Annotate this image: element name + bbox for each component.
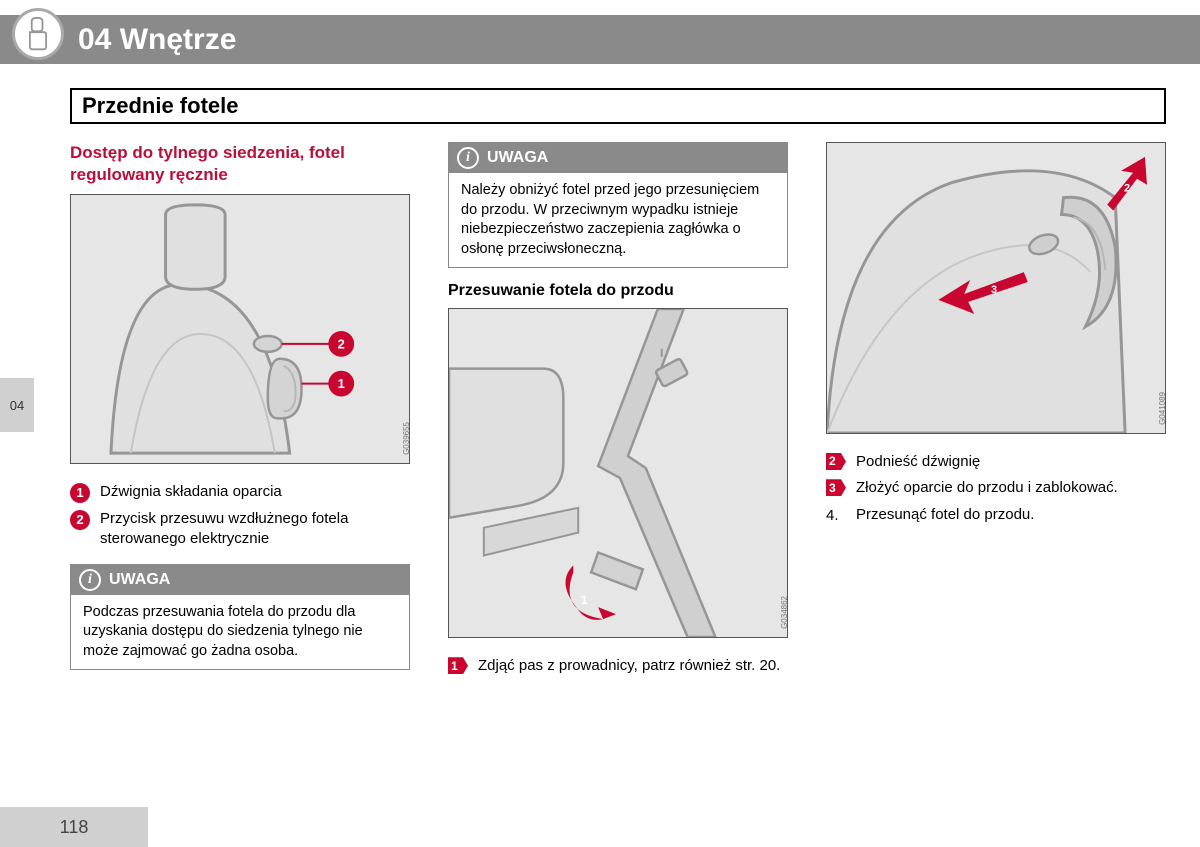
column-1: Dostęp do tylnego siedzenia, fotel regul… — [70, 142, 410, 691]
list-text: Zdjąć pas z prowadnicy, patrz również st… — [478, 656, 780, 676]
list-item: 1 Dźwignia składania oparcia — [70, 482, 410, 503]
list-item: 3 Złożyć oparcie do przodu i zablokować. — [826, 478, 1166, 498]
info-icon: i — [457, 147, 479, 169]
bullet-arrow-1: 1 — [448, 657, 468, 674]
list-text: Dźwignia składania oparcia — [100, 482, 282, 502]
col1-heading: Dostęp do tylnego siedzenia, fotel regul… — [70, 142, 410, 186]
col2-note: i UWAGA Należy obniżyć fotel przed jego … — [448, 142, 788, 268]
chapter-seat-icon — [12, 8, 64, 60]
bullet-2: 2 — [70, 510, 90, 530]
svg-text:2: 2 — [1124, 183, 1130, 195]
bullet-1: 1 — [70, 483, 90, 503]
note-header: i UWAGA — [71, 565, 409, 595]
column-2: i UWAGA Należy obniżyć fotel przed jego … — [448, 142, 788, 691]
note-label: UWAGA — [109, 571, 170, 589]
section-title: Przednie fotele — [82, 93, 1154, 119]
info-icon: i — [79, 569, 101, 591]
svg-text:3: 3 — [991, 284, 997, 296]
plain-number-4: 4. — [826, 506, 846, 526]
svg-text:1: 1 — [581, 593, 588, 607]
list-item: 2 Podnieść dźwignię — [826, 452, 1166, 472]
list-text: Podnieść dźwignię — [856, 452, 980, 472]
svg-text:1: 1 — [338, 376, 345, 391]
col1-note: i UWAGA Podczas przesuwania fotela do pr… — [70, 564, 410, 671]
list-item: 4. Przesunąć fotel do przodu. — [826, 505, 1166, 526]
list-text: Przesunąć fotel do przodu. — [856, 505, 1034, 525]
list-text: Złożyć oparcie do przodu i zablokować. — [856, 478, 1118, 498]
figure-code: G039655 — [402, 422, 411, 455]
list-text: Przycisk przesuwu wzdłużnego fotela ster… — [100, 509, 410, 550]
chapter-title: 04 Wnętrze — [78, 23, 236, 57]
col2-subhead: Przesuwanie fotela do przodu — [448, 282, 788, 300]
bullet-arrow-2: 2 — [826, 453, 846, 470]
note-label: UWAGA — [487, 149, 548, 167]
page-number: 118 — [0, 807, 148, 847]
svg-text:2: 2 — [338, 337, 345, 352]
column-3: 2 3 G041089 2 Podnieść dźwignię 3 Złożyć… — [826, 142, 1166, 691]
side-tab: 04 — [0, 378, 34, 432]
col1-figure: 2 1 G039655 — [70, 194, 410, 464]
col3-figure: 2 3 G041089 — [826, 142, 1166, 434]
col1-list: 1 Dźwignia składania oparcia 2 Przycisk … — [70, 482, 410, 550]
section-title-box: Przednie fotele — [70, 88, 1166, 124]
bullet-arrow-3: 3 — [826, 479, 846, 496]
figure-code: G034862 — [780, 596, 789, 629]
list-item: 2 Przycisk przesuwu wzdłużnego fotela st… — [70, 509, 410, 550]
note-body: Podczas przesuwania fotela do przodu dla… — [71, 595, 409, 670]
note-header: i UWAGA — [449, 143, 787, 173]
col3-list: 2 Podnieść dźwignię 3 Złożyć oparcie do … — [826, 452, 1166, 526]
col2-figure: 1 G034862 — [448, 308, 788, 638]
figure-code: G041089 — [1158, 392, 1167, 425]
col2-list: 1 Zdjąć pas z prowadnicy, patrz również … — [448, 656, 788, 676]
note-body: Należy obniżyć fotel przed jego przesuni… — [449, 173, 787, 267]
page: 04 Wnętrze Przednie fotele 04 118 Dostęp… — [0, 0, 1200, 847]
chapter-header: 04 Wnętrze — [0, 15, 1200, 64]
content-columns: Dostęp do tylnego siedzenia, fotel regul… — [70, 142, 1166, 691]
list-item: 1 Zdjąć pas z prowadnicy, patrz również … — [448, 656, 788, 676]
